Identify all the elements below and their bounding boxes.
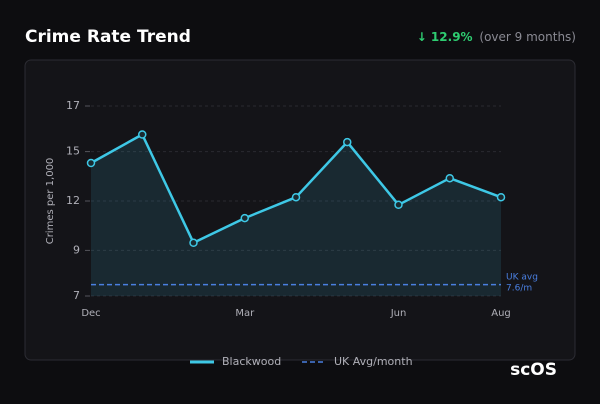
change-value: ↓ 12.9%	[417, 30, 473, 44]
y-tick-label: 17	[66, 99, 80, 112]
point	[445, 173, 454, 183]
point	[138, 130, 147, 139]
point	[496, 192, 506, 202]
chart-title: Crime Rate Trend	[25, 27, 191, 47]
brand-logo: scOS	[510, 360, 557, 380]
x-tick-label: Aug	[491, 308, 511, 319]
point	[343, 137, 352, 147]
point	[394, 200, 403, 210]
point	[291, 192, 301, 202]
legend-label: Blackwood	[222, 355, 281, 368]
point	[189, 238, 198, 248]
reference-label: UK avg	[506, 273, 538, 283]
y-tick-label: 15	[66, 145, 80, 158]
reference-label: 7.6/m	[506, 284, 532, 294]
x-tick-label: Mar	[235, 308, 255, 319]
change-summary: ↓ 12.9% (over 9 months)	[417, 30, 576, 44]
y-tick-label: 9	[73, 243, 80, 256]
point	[86, 158, 96, 168]
x-tick-label: Dec	[81, 308, 100, 319]
x-tick-label: Jun	[390, 308, 407, 319]
area	[91, 134, 501, 296]
y-axis-label: Crimes per 1,000	[45, 158, 56, 245]
y-tick-label: 12	[66, 194, 80, 207]
point	[240, 213, 249, 223]
legend-label: UK Avg/month	[334, 355, 413, 368]
y-tick-label: 7	[73, 289, 80, 302]
change-note: (over 9 months)	[479, 30, 576, 44]
